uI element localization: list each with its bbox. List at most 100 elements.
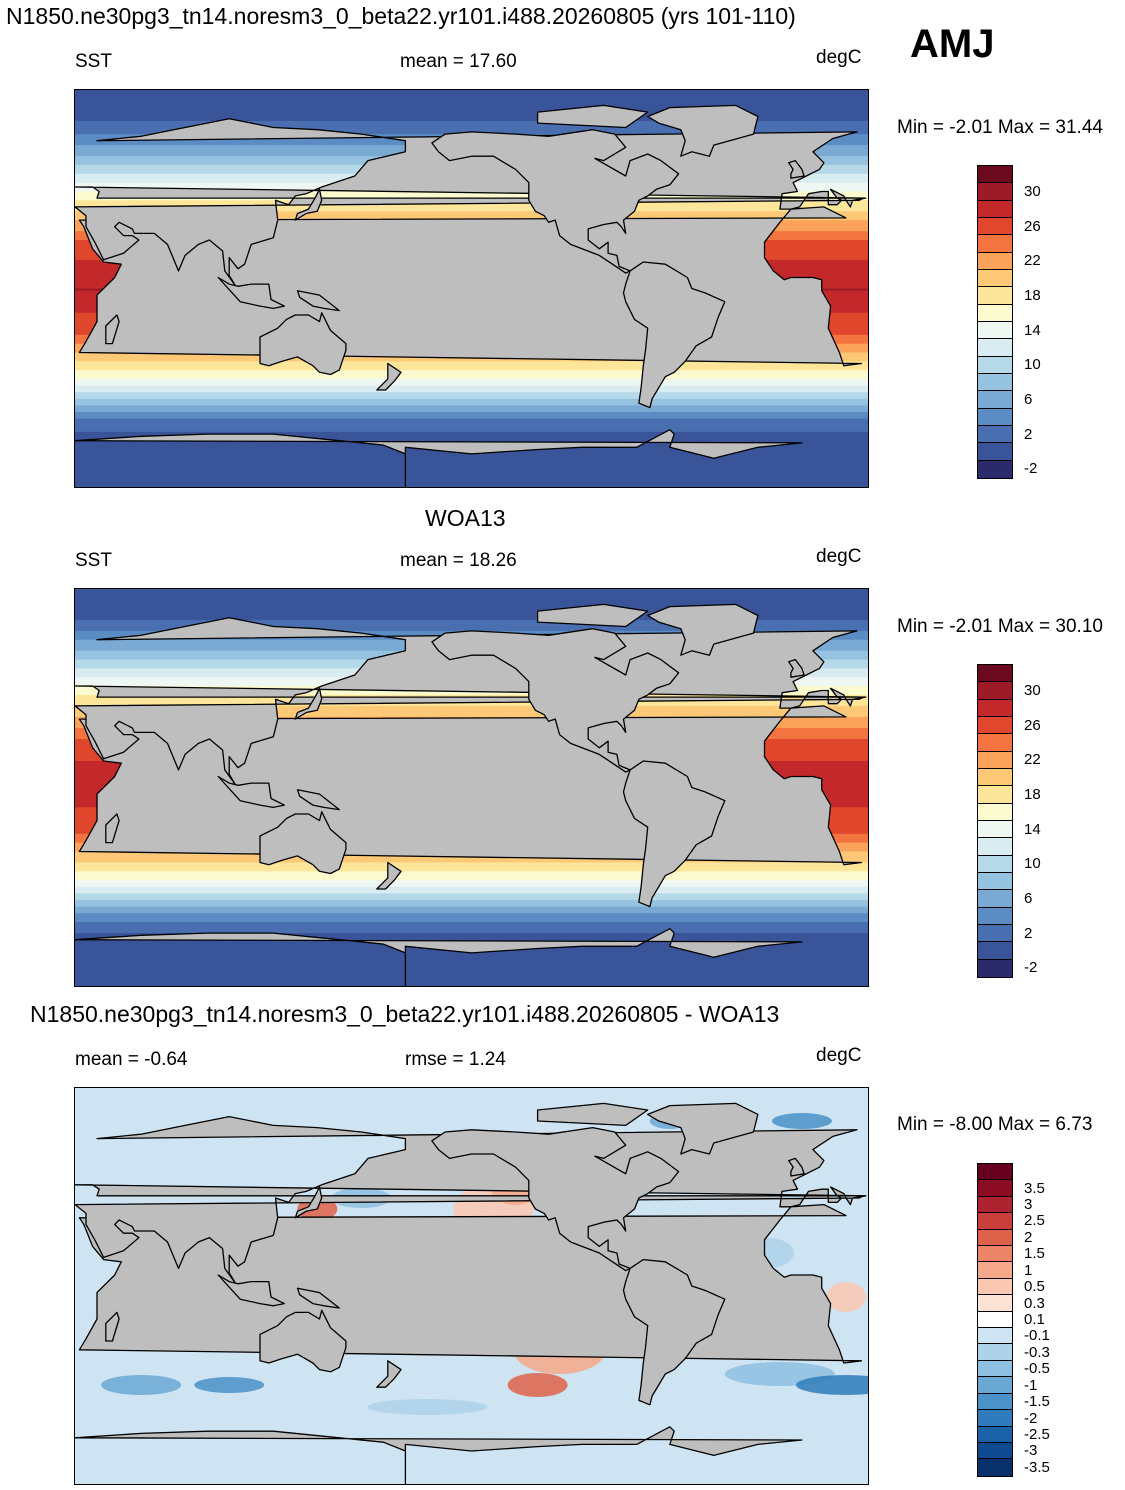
anomaly-patch: [367, 1399, 488, 1415]
sst-band: [75, 462, 868, 466]
colorbar-swatch: [978, 1229, 1012, 1247]
sst-band: [75, 412, 868, 415]
sst-band: [75, 383, 868, 387]
sst-band: [75, 893, 868, 897]
colorbar-swatch: [978, 1262, 1012, 1279]
sst-band: [75, 904, 868, 908]
colorbar-swatch: [978, 425, 1012, 444]
land-newguinea: [296, 1287, 340, 1309]
colorbar-swatch: [978, 1311, 1012, 1329]
sst-band: [75, 211, 868, 215]
sst-band: [75, 456, 868, 459]
sst-band: [75, 436, 868, 440]
colorbar-tick-label: 2: [1024, 1228, 1033, 1246]
colorbar-swatch: [978, 1164, 1012, 1181]
units-label-diff: degC: [816, 1045, 862, 1066]
sst-band: [75, 407, 868, 411]
sst-band: [75, 475, 868, 479]
sst-band: [75, 127, 868, 131]
land-greenland: [647, 1102, 759, 1155]
colorbar-diff: [977, 1163, 1013, 1477]
sst-band: [75, 937, 868, 941]
colorbar-swatch: [978, 1344, 1012, 1361]
colorbar-tick-label: -2: [1024, 1409, 1038, 1427]
sst-band: [75, 209, 868, 212]
sst-band: [75, 96, 868, 100]
colorbar-swatch: [978, 716, 1012, 735]
sst-band: [75, 897, 868, 901]
land-newguinea: [296, 290, 340, 312]
sst-band: [75, 484, 868, 487]
sst-band: [75, 389, 868, 393]
colorbar-swatch: [978, 1377, 1012, 1394]
sst-band: [75, 880, 868, 883]
sst-band: [75, 606, 868, 610]
sst-band: [75, 908, 868, 912]
sst-band: [75, 365, 868, 369]
land-nz: [376, 1360, 402, 1388]
colorbar-tick-label: 18: [1024, 287, 1041, 304]
colorbar-tick-label: -3: [1024, 1442, 1038, 1460]
land-antarctica: [75, 1426, 803, 1484]
sst-band: [75, 906, 868, 910]
sst-band: [75, 467, 868, 470]
land-namerica: [431, 628, 680, 773]
land-indonesia: [217, 775, 285, 809]
land-madagascar: [105, 1311, 120, 1342]
colorbar-tick-label: 3: [1024, 1196, 1033, 1214]
sst-field-model: [75, 90, 868, 487]
minmax-label-obs: Min = -2.01 Max = 30.10: [897, 616, 1103, 637]
colorbar-tick-label: 0.3: [1024, 1294, 1045, 1312]
colorbar-tick-label: -2.5: [1024, 1425, 1050, 1443]
colorbar-swatch: [978, 942, 1012, 960]
sst-band: [75, 952, 868, 956]
land-uk: [788, 1157, 805, 1177]
sst-band: [75, 972, 868, 976]
colorbar-tick-label: 0.5: [1024, 1278, 1045, 1296]
colorbar-tick-label: 14: [1024, 820, 1041, 838]
sst-band: [75, 712, 868, 716]
sst-band: [75, 361, 868, 365]
sst-band: [75, 396, 868, 400]
sst-band: [75, 886, 868, 890]
sst-band: [75, 453, 868, 457]
sst-band: [75, 979, 868, 983]
sst-band: [75, 387, 868, 391]
colorbar-tick-label: -2: [1024, 460, 1038, 478]
sst-band: [75, 593, 868, 597]
sst-band: [75, 195, 868, 199]
colorbar-swatch: [978, 1196, 1012, 1214]
sst-band: [75, 367, 868, 371]
sst-band: [75, 602, 868, 606]
sst-band: [75, 90, 868, 93]
colorbar-swatch: [978, 408, 1012, 426]
colorbar-swatch: [978, 890, 1012, 908]
colorbar-swatch: [978, 183, 1012, 201]
anomaly-patch: [101, 1375, 182, 1395]
sst-band: [75, 710, 868, 714]
sst-band: [75, 917, 868, 921]
sst-band: [75, 112, 868, 115]
sst-band: [75, 899, 868, 903]
land-japan: [294, 1186, 323, 1219]
land-greenland: [647, 104, 759, 157]
land-europe_asia: [75, 118, 867, 287]
colorbar-swatch: [978, 682, 1012, 700]
units-label-obs: degC: [816, 546, 862, 567]
sst-band: [75, 101, 868, 104]
sst-band: [75, 860, 868, 864]
sst-band: [75, 409, 868, 413]
sst-field-obs: [75, 589, 868, 986]
sst-band: [75, 862, 868, 866]
sst-band: [75, 120, 868, 124]
colorbar-tick-label: -3.5: [1024, 1458, 1050, 1476]
sst-band: [75, 429, 868, 433]
anomaly-patch: [795, 1375, 868, 1395]
land-australia: [259, 1309, 347, 1373]
sst-band: [75, 604, 868, 608]
mean-label-diff: mean = -0.64: [75, 1049, 188, 1070]
colorbar-swatch: [978, 1213, 1012, 1230]
colorbar-swatch: [978, 734, 1012, 752]
colorbar-tick-label: 30: [1024, 183, 1041, 200]
map-obs: [74, 588, 869, 987]
